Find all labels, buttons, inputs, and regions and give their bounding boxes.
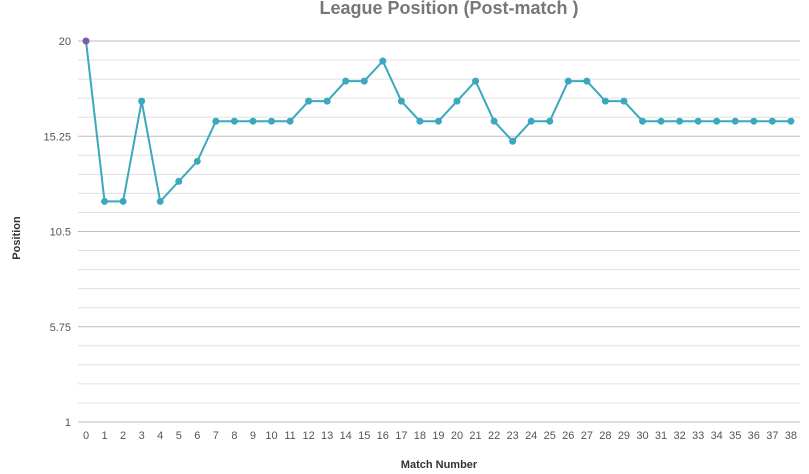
- x-tick-label: 34: [711, 430, 723, 442]
- x-tick-label: 29: [618, 430, 630, 442]
- x-tick-label: 2: [120, 430, 126, 442]
- x-tick-label: 6: [194, 430, 200, 442]
- data-point[interactable]: [249, 117, 257, 125]
- x-tick-label: 14: [340, 430, 352, 442]
- data-point[interactable]: [713, 117, 721, 125]
- x-tick-label: 13: [321, 430, 333, 442]
- data-point[interactable]: [379, 57, 387, 65]
- data-point[interactable]: [286, 117, 294, 125]
- x-tick-label: 3: [139, 430, 145, 442]
- data-point[interactable]: [546, 117, 554, 125]
- data-point[interactable]: [564, 77, 572, 85]
- x-tick-label: 30: [636, 430, 648, 442]
- x-tick-label: 10: [265, 430, 277, 442]
- x-tick-label: 7: [213, 430, 219, 442]
- grid: [78, 40, 800, 423]
- data-point[interactable]: [676, 117, 684, 125]
- data-point[interactable]: [323, 97, 331, 105]
- x-tick-label: 33: [692, 430, 704, 442]
- x-tick-label: 23: [507, 430, 519, 442]
- y-axis-ticks: 20 15.25 10.5 5.75 1: [43, 36, 71, 429]
- x-tick-label: 36: [748, 430, 760, 442]
- x-tick-label: 4: [157, 430, 163, 442]
- data-point[interactable]: [230, 117, 238, 125]
- data-point[interactable]: [360, 77, 368, 85]
- data-point[interactable]: [490, 117, 498, 125]
- x-tick-label: 1: [101, 430, 107, 442]
- x-tick-label: 27: [581, 430, 593, 442]
- data-point[interactable]: [472, 77, 480, 85]
- x-tick-label: 17: [395, 430, 407, 442]
- x-tick-label: 28: [599, 430, 611, 442]
- data-point[interactable]: [657, 117, 665, 125]
- data-point[interactable]: [101, 197, 109, 205]
- x-tick-label: 11: [284, 430, 295, 442]
- x-tick-label: 19: [432, 430, 444, 442]
- x-tick-label: 32: [673, 430, 685, 442]
- x-tick-label: 31: [655, 430, 667, 442]
- x-tick-label: 35: [729, 430, 741, 442]
- data-point[interactable]: [750, 117, 758, 125]
- chart-title: League Position (Post-match ): [319, 0, 578, 18]
- x-tick-label: 5: [176, 430, 182, 442]
- data-point[interactable]: [305, 97, 313, 105]
- x-tick-label: 0: [83, 430, 89, 442]
- data-point[interactable]: [119, 197, 127, 205]
- x-tick-label: 38: [785, 430, 797, 442]
- data-point[interactable]: [193, 157, 201, 165]
- data-point[interactable]: [342, 77, 350, 85]
- data-point[interactable]: [620, 97, 628, 105]
- data-point[interactable]: [787, 117, 795, 125]
- series-layer: [82, 37, 795, 205]
- x-tick-label: 9: [250, 430, 256, 442]
- y-axis-label: Position: [11, 216, 23, 260]
- data-point[interactable]: [527, 117, 535, 125]
- x-tick-label: 21: [469, 430, 481, 442]
- x-tick-label: 18: [414, 430, 426, 442]
- data-point[interactable]: [175, 177, 183, 185]
- data-point[interactable]: [583, 77, 591, 85]
- data-point[interactable]: [694, 117, 702, 125]
- y-tick-label: 20: [59, 36, 71, 48]
- data-point[interactable]: [156, 197, 164, 205]
- y-tick-label: 5.75: [50, 322, 71, 334]
- data-point[interactable]: [138, 97, 146, 105]
- data-point[interactable]: [731, 117, 739, 125]
- data-point[interactable]: [639, 117, 646, 125]
- data-point[interactable]: [212, 117, 220, 125]
- x-tick-label: 15: [358, 430, 370, 442]
- data-point[interactable]: [82, 37, 90, 45]
- data-point[interactable]: [268, 117, 275, 125]
- data-point[interactable]: [601, 97, 609, 105]
- data-point[interactable]: [397, 97, 405, 105]
- data-point[interactable]: [434, 117, 442, 125]
- y-tick-label: 1: [65, 417, 71, 429]
- x-axis-label: Match Number: [401, 459, 478, 471]
- x-tick-label: 8: [231, 430, 237, 442]
- x-tick-label: 20: [451, 430, 463, 442]
- data-point[interactable]: [768, 117, 776, 125]
- x-tick-label: 26: [562, 430, 574, 442]
- x-tick-label: 25: [544, 430, 556, 442]
- x-tick-label: 12: [302, 430, 314, 442]
- x-tick-label: 22: [488, 430, 500, 442]
- x-tick-label: 24: [525, 430, 537, 442]
- y-tick-label: 10.5: [50, 227, 71, 239]
- x-tick-label: 16: [377, 430, 389, 442]
- data-point[interactable]: [416, 117, 424, 125]
- x-tick-label: 37: [766, 430, 778, 442]
- data-point[interactable]: [453, 97, 461, 105]
- data-point[interactable]: [509, 137, 517, 145]
- x-axis-ticks: 0 1 2 3 4 5 6 7 8 9 10 11 12 13 14 15 16 17 18 19 20 21 22 23 24…: [83, 430, 797, 442]
- y-tick-label: 15.25: [43, 131, 71, 143]
